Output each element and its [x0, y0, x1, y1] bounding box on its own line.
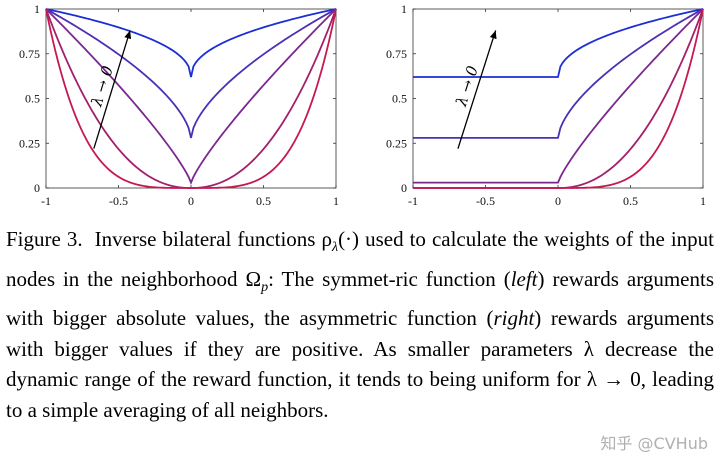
caption-sub-lambda: λ — [331, 240, 339, 256]
series-line-2 — [45, 8, 337, 185]
series-line-1 — [45, 8, 337, 139]
x-tick-label: 0 — [188, 194, 194, 208]
y-tick-label: 0.75 — [386, 47, 407, 61]
lambda-arrowhead — [489, 30, 497, 40]
x-tick-label: 0.5 — [623, 194, 638, 208]
caption-right-word: right — [493, 306, 535, 331]
caption-left-word: left — [510, 266, 538, 291]
y-tick-label: 0.5 — [25, 92, 40, 106]
lambda-arrow — [457, 30, 497, 149]
caption-text-1: Inverse bilateral functions ρ — [94, 227, 332, 251]
series-line-2 — [413, 8, 704, 184]
caption-text-5: ) rewards arguments with bigger values i… — [6, 306, 714, 422]
y-tick-label: 1 — [401, 2, 407, 16]
x-tick-label: 0 — [555, 194, 561, 208]
caption-text-3: : The symmet-ric function ( — [268, 266, 511, 291]
y-tick-label: 0.25 — [19, 136, 40, 150]
series-line-0 — [45, 8, 337, 78]
y-tick-label: 0 — [34, 181, 40, 195]
x-tick-label: 0.5 — [256, 194, 271, 208]
x-tick-label: -0.5 — [109, 194, 128, 208]
caption-label: Figure 3. — [6, 227, 83, 251]
y-tick-label: 0.5 — [392, 92, 407, 106]
y-tick-label: 0.75 — [19, 47, 40, 61]
lambda-arrowhead — [124, 30, 132, 40]
caption-text-4: ) rewards arguments with bigger absolute… — [6, 266, 714, 331]
x-tick-label: 1 — [700, 194, 706, 208]
caption-text-2: (·) used to calculate the weights of the… — [6, 227, 715, 291]
y-tick-label: 0.25 — [386, 136, 407, 150]
caption-sub-p: p — [261, 279, 269, 295]
x-tick-label: -0.5 — [476, 194, 495, 208]
x-tick-label: 1 — [333, 194, 339, 208]
series-line-4 — [413, 8, 704, 189]
y-tick-label: 0 — [401, 181, 407, 195]
y-tick-label: 1 — [34, 2, 40, 16]
x-tick-label: -1 — [408, 194, 418, 208]
figure-caption: Figure 3. Inverse bilateral functions ρλ… — [6, 224, 714, 425]
series-line-0 — [413, 8, 704, 78]
watermark: 知乎 @CVHub — [600, 434, 708, 453]
series-line-4 — [45, 8, 337, 189]
x-tick-label: -1 — [41, 194, 51, 208]
lambda-arrow — [93, 30, 131, 149]
